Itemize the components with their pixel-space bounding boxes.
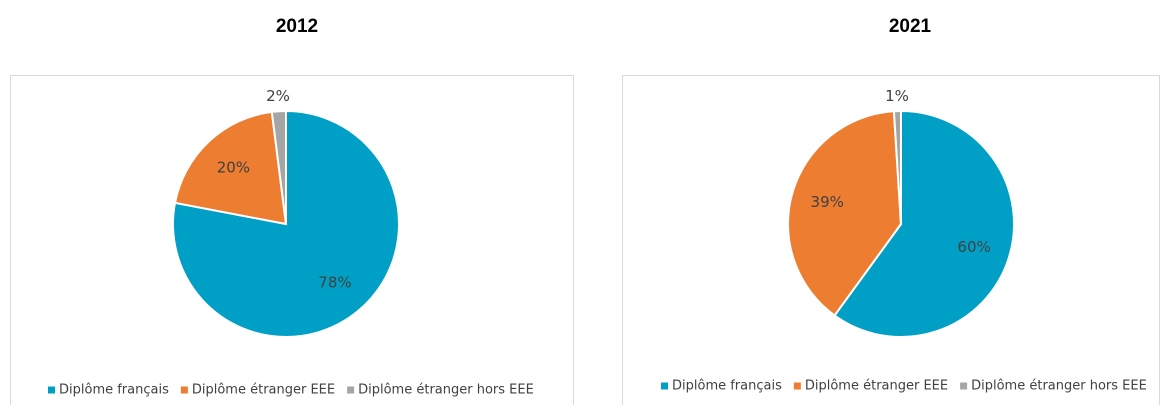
- data-label: 39%: [811, 193, 844, 211]
- pie-slice: [787, 110, 903, 317]
- data-label: 1%: [885, 87, 909, 105]
- legend-label: Diplôme étranger hors EEE: [358, 383, 534, 398]
- pie-slice: [173, 110, 288, 226]
- legend-swatch: [48, 386, 55, 394]
- pie-slice: [892, 109, 902, 225]
- legend-swatch: [793, 382, 801, 390]
- chart-title: 2012: [276, 16, 318, 37]
- legend-swatch: [960, 382, 968, 390]
- legend-label: Diplôme français: [59, 383, 169, 398]
- pie-slice: [833, 109, 1015, 338]
- legend-label: Diplôme étranger EEE: [805, 379, 948, 394]
- legend-swatch: [347, 386, 355, 394]
- data-label: 78%: [318, 274, 351, 292]
- legend-swatch: [180, 386, 188, 394]
- data-label: 20%: [217, 158, 250, 176]
- data-label: 60%: [957, 238, 990, 256]
- pie-slice: [270, 109, 287, 225]
- legend-label: Diplôme étranger hors EEE: [971, 379, 1147, 394]
- legend-label: Diplôme français: [672, 379, 782, 394]
- chart-title: 2021: [889, 16, 932, 37]
- legend-label: Diplôme étranger EEE: [192, 383, 335, 398]
- legend-swatch: [661, 382, 668, 390]
- data-label: 2%: [266, 87, 290, 105]
